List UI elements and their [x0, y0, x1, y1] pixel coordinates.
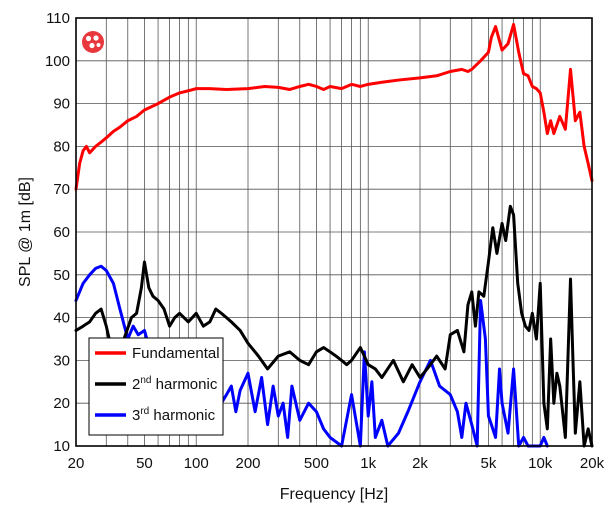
y-tick-label: 50 — [53, 267, 70, 284]
x-tick-label: 20k — [580, 455, 605, 472]
y-tick-label: 80 — [53, 138, 70, 155]
x-tick-label: 200 — [235, 455, 260, 472]
x-tick-label: 20 — [68, 455, 85, 472]
y-tick-label: 70 — [53, 181, 70, 198]
y-tick-label: 90 — [53, 96, 70, 113]
y-tick-label: 20 — [53, 395, 70, 412]
y-tick-label: 60 — [53, 224, 70, 241]
legend-label: 3rd harmonic — [132, 406, 216, 424]
x-tick-label: 1k — [360, 455, 376, 472]
x-tick-label: 2k — [412, 455, 428, 472]
x-tick-label: 10k — [528, 455, 553, 472]
y-tick-label: 40 — [53, 310, 70, 327]
y-tick-labels: 10 20 30 40 50 60 70 80 90 100 110 — [45, 10, 70, 455]
manufacturer-logo-icon — [82, 31, 104, 53]
y-tick-label: 30 — [53, 352, 70, 369]
series-line-fundamental — [74, 22, 594, 191]
y-tick-label: 10 — [53, 438, 70, 455]
legend-items: Fundamental 2nd harmonic 3rd harmonic — [95, 345, 220, 424]
x-tick-label: 100 — [184, 455, 209, 472]
legend-label: Fundamental — [132, 345, 220, 362]
x-tick-label: 50 — [136, 455, 153, 472]
x-tick-label: 500 — [304, 455, 329, 472]
x-tick-label: 5k — [481, 455, 497, 472]
x-axis-title: Frequency [Hz] — [280, 486, 388, 503]
legend-label: 2nd harmonic — [132, 375, 218, 393]
y-tick-label: 110 — [46, 10, 70, 27]
plot-frame — [75, 17, 593, 447]
y-axis-title: SPL @ 1m [dB] — [17, 177, 34, 287]
y-tick-label: 100 — [45, 53, 70, 70]
series-line-2nd-harmonic — [74, 204, 594, 448]
x-tick-labels: 20 50 100 200 500 1k 2k 5k 10k 20k — [68, 455, 605, 472]
legend: Fundamental 2nd harmonic 3rd harmonic — [88, 337, 224, 436]
